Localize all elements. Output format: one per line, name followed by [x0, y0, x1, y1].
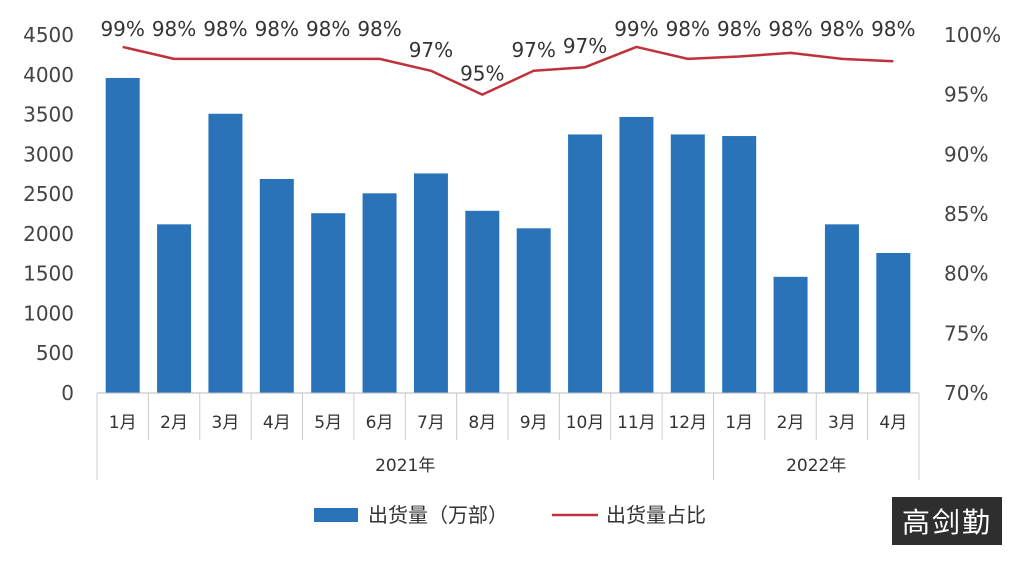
left-tick-label: 3500	[23, 103, 74, 127]
data-label: 98%	[357, 17, 401, 41]
data-label: 99%	[100, 17, 144, 41]
left-tick-label: 4500	[23, 23, 74, 47]
bar-series	[105, 77, 911, 394]
data-label: 97%	[409, 38, 453, 62]
left-tick-label: 500	[36, 341, 74, 365]
left-tick-label: 3000	[23, 142, 74, 166]
left-tick-label: 2000	[23, 222, 74, 246]
x-tick-label: 7月	[417, 413, 445, 433]
group-label: 2021年	[375, 456, 435, 476]
legend-label-bar: 出货量（万部）	[368, 503, 508, 527]
bar	[568, 134, 603, 393]
bar	[413, 173, 448, 393]
data-label: 98%	[871, 17, 915, 41]
x-tick-label: 10月	[566, 413, 605, 433]
bar	[157, 224, 192, 393]
x-tick-label: 11月	[617, 413, 656, 433]
x-tick-label: 6月	[366, 413, 394, 433]
legend-label-line: 出货量占比	[606, 503, 706, 527]
left-axis-ticks: 0 500 1000 1500 2000 2500 3000 3500 4000 4500	[23, 23, 74, 405]
bar	[876, 252, 911, 393]
bar	[259, 178, 294, 393]
x-tick-label: 8月	[468, 413, 496, 433]
data-label: 98%	[306, 17, 350, 41]
legend: 出货量（万部） 出货量占比	[314, 503, 706, 527]
bar	[619, 116, 654, 393]
bar	[773, 276, 808, 393]
x-tick-label: 1月	[725, 413, 753, 433]
bar	[465, 210, 500, 393]
data-label: 95%	[460, 62, 504, 86]
right-axis-ticks: 70% 75% 80% 85% 90% 95% 100%	[944, 23, 1001, 405]
bar	[516, 228, 551, 393]
data-label: 98%	[152, 17, 196, 41]
right-tick-label: 75%	[944, 321, 988, 345]
x-tick-label: 4月	[263, 413, 291, 433]
x-tick-label: 9月	[520, 413, 548, 433]
right-tick-label: 95%	[944, 83, 988, 107]
right-tick-label: 90%	[944, 142, 988, 166]
data-label: 99%	[614, 17, 658, 41]
x-axis: 1月 2月 3月 4月 5月 6月 7月 8月 9月 10月 11月 12月 1月 2月 3月 4月 2021年…	[96, 392, 920, 480]
bar	[311, 213, 346, 393]
data-label: 98%	[666, 17, 710, 41]
x-tick-label: 3月	[828, 413, 856, 433]
data-label: 97%	[563, 34, 607, 58]
data-label: 98%	[203, 17, 247, 41]
right-tick-label: 70%	[944, 381, 988, 405]
bar	[722, 136, 757, 393]
bar	[670, 134, 705, 393]
data-label: 98%	[717, 17, 761, 41]
left-tick-label: 2500	[23, 182, 74, 206]
x-tick-label: 1月	[109, 413, 137, 433]
share-line	[122, 45, 894, 96]
data-label: 98%	[820, 17, 864, 41]
bar	[824, 224, 859, 393]
data-label: 97%	[511, 38, 555, 62]
right-tick-label: 85%	[944, 202, 988, 226]
group-label: 2022年	[786, 456, 846, 476]
x-tick-label: 2月	[777, 413, 805, 433]
bar	[362, 193, 397, 393]
left-tick-label: 1000	[23, 301, 74, 325]
data-label: 98%	[768, 17, 812, 41]
legend-swatch-bar	[314, 508, 358, 522]
x-tick-label: 12月	[668, 413, 707, 433]
right-tick-label: 80%	[944, 262, 988, 286]
left-tick-label: 4000	[23, 63, 74, 87]
x-tick-label: 5月	[314, 413, 342, 433]
line-series	[122, 45, 894, 96]
bar	[208, 113, 243, 393]
left-tick-label: 0	[61, 381, 74, 405]
x-tick-label: 3月	[212, 413, 240, 433]
left-tick-label: 1500	[23, 262, 74, 286]
data-label: 98%	[255, 17, 299, 41]
right-tick-label: 100%	[944, 23, 1001, 47]
author-watermark: 高剑勤	[891, 497, 1002, 545]
bar	[105, 77, 140, 394]
x-tick-label: 4月	[879, 413, 907, 433]
x-tick-label: 2月	[160, 413, 188, 433]
data-labels: 99% 98% 98% 98% 98% 98% 97% 95% 97% 97% 99% 98% 98% 9…	[100, 17, 915, 86]
